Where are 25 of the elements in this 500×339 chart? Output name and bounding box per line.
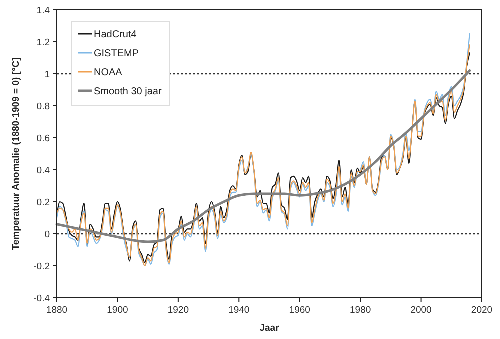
y-tick-label: 0.6 xyxy=(36,133,50,144)
x-tick-label: 1960 xyxy=(289,305,310,316)
x-tick-label: 1900 xyxy=(107,305,128,316)
y-tick-label: 0.2 xyxy=(36,197,50,208)
line-series xyxy=(56,70,472,244)
y-tick-label: 1.4 xyxy=(36,5,50,16)
y-tick-label: 0.4 xyxy=(36,165,50,176)
x-tick-label: 2000 xyxy=(410,305,432,316)
legend-label: GISTEMP xyxy=(94,48,140,60)
legend-label: HadCrut4 xyxy=(94,30,138,40)
y-axis-title: Temperatuur Anomalie (1880-1909 = 0) [°C] xyxy=(11,58,22,250)
legend-label: NOAA xyxy=(94,68,123,78)
y-tick-label: 1 xyxy=(44,69,50,80)
legend-label: Smooth 30 jaar xyxy=(94,86,162,98)
y-tick-label: 1.2 xyxy=(36,37,50,48)
y-tick-label: -0.2 xyxy=(34,261,50,272)
x-tick-label: 2020 xyxy=(471,305,493,316)
x-tick-label: 1920 xyxy=(168,305,189,316)
x-axis-title: Jaar xyxy=(260,323,280,334)
x-tick-label: 1880 xyxy=(46,305,68,316)
x-tick-label: 1980 xyxy=(350,305,372,316)
x-tick-label: 1940 xyxy=(228,305,250,316)
y-tick-label: -0.4 xyxy=(34,293,50,304)
y-tick-label: 0 xyxy=(44,229,50,240)
y-tick-label: 0.8 xyxy=(36,101,50,112)
